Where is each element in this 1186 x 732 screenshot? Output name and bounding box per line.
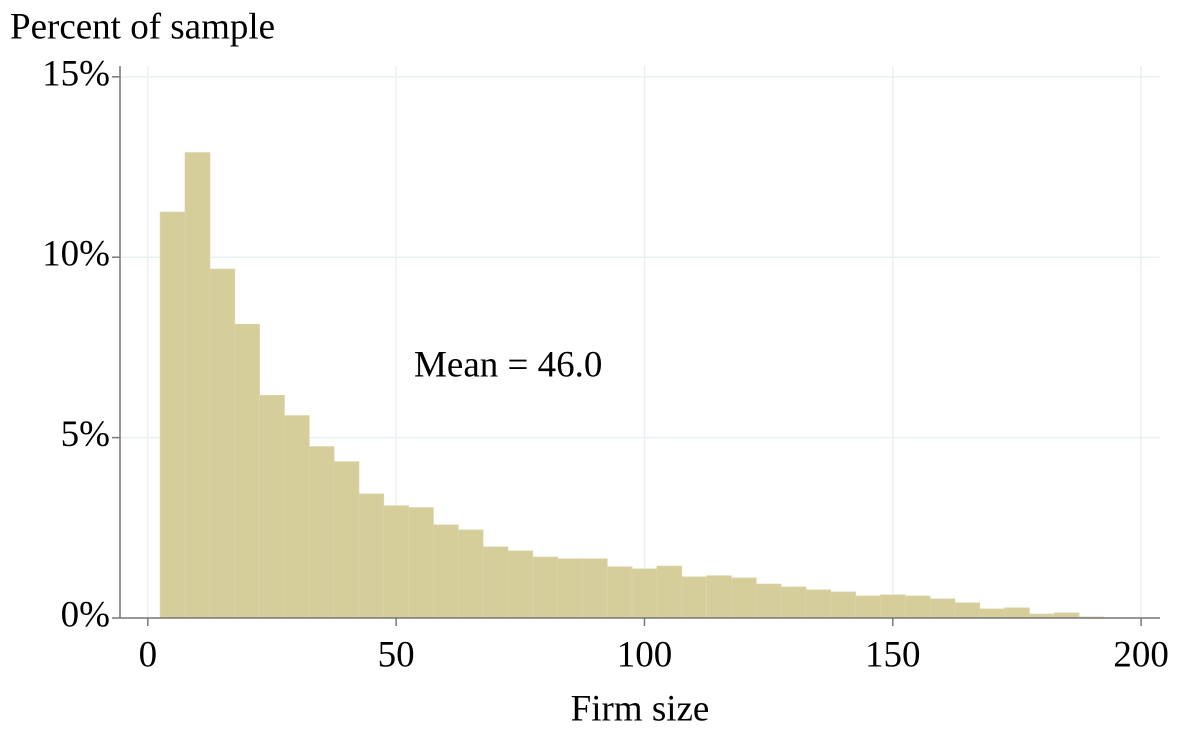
bar xyxy=(333,461,360,619)
x-tick-label: 100 xyxy=(617,634,673,675)
bar xyxy=(631,568,658,619)
bar xyxy=(358,493,385,619)
bar xyxy=(954,602,981,619)
y-axis-title: Percent of sample xyxy=(10,6,275,47)
y-tick-label: 0% xyxy=(61,594,110,635)
bar xyxy=(209,268,236,619)
bar xyxy=(656,565,683,619)
x-axis-title: Firm size xyxy=(571,688,710,729)
y-tick-label: 15% xyxy=(42,53,110,94)
bar xyxy=(283,415,310,619)
bar xyxy=(830,591,856,619)
bar xyxy=(507,550,534,619)
bar xyxy=(159,211,186,619)
bar xyxy=(1004,607,1030,619)
bar xyxy=(706,575,732,619)
bar xyxy=(805,589,832,619)
x-tick-label: 150 xyxy=(865,634,921,675)
bar xyxy=(184,152,211,619)
y-tick-label: 10% xyxy=(42,234,110,275)
x-tick-label: 0 xyxy=(139,634,158,675)
bar xyxy=(482,546,509,619)
bar xyxy=(879,594,906,619)
y-tick-label: 5% xyxy=(61,414,110,455)
bar xyxy=(681,576,707,619)
bar xyxy=(606,566,633,619)
bar xyxy=(383,505,409,619)
x-tick-label: 200 xyxy=(1113,634,1169,675)
bar xyxy=(979,608,1005,619)
bar xyxy=(532,556,558,619)
bar xyxy=(780,586,807,619)
bar xyxy=(259,394,285,619)
bar xyxy=(308,446,335,619)
bar xyxy=(855,595,881,619)
bar xyxy=(557,558,583,619)
bar xyxy=(432,524,459,619)
bar xyxy=(457,529,484,619)
bar xyxy=(581,558,608,619)
bar xyxy=(929,598,956,619)
bar xyxy=(1053,612,1080,619)
bar xyxy=(234,323,260,619)
x-tick-label: 50 xyxy=(378,634,415,675)
bar xyxy=(408,507,434,619)
bar xyxy=(730,577,757,619)
annotation: Mean = 46.0 xyxy=(414,344,602,385)
bar xyxy=(904,595,931,619)
bar xyxy=(755,583,782,619)
